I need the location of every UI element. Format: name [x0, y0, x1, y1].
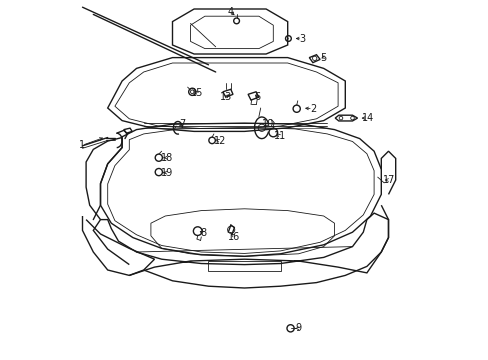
Text: 1: 1 — [79, 140, 85, 150]
Text: 17: 17 — [382, 175, 395, 185]
Text: 18: 18 — [161, 153, 173, 163]
Text: 4: 4 — [227, 6, 233, 17]
Text: 5: 5 — [319, 53, 325, 63]
Text: 16: 16 — [228, 232, 240, 242]
Text: 7: 7 — [179, 119, 185, 129]
Text: 9: 9 — [295, 323, 301, 333]
Text: 15: 15 — [190, 88, 203, 98]
Text: 12: 12 — [213, 136, 226, 146]
Text: 14: 14 — [361, 113, 373, 123]
Text: 3: 3 — [299, 33, 305, 44]
Text: 10: 10 — [261, 119, 273, 129]
Text: 19: 19 — [161, 168, 173, 178]
Text: 2: 2 — [309, 104, 315, 114]
Text: 6: 6 — [254, 92, 260, 102]
Text: 13: 13 — [219, 92, 231, 102]
Text: 11: 11 — [273, 131, 285, 141]
Text: 8: 8 — [200, 228, 206, 238]
